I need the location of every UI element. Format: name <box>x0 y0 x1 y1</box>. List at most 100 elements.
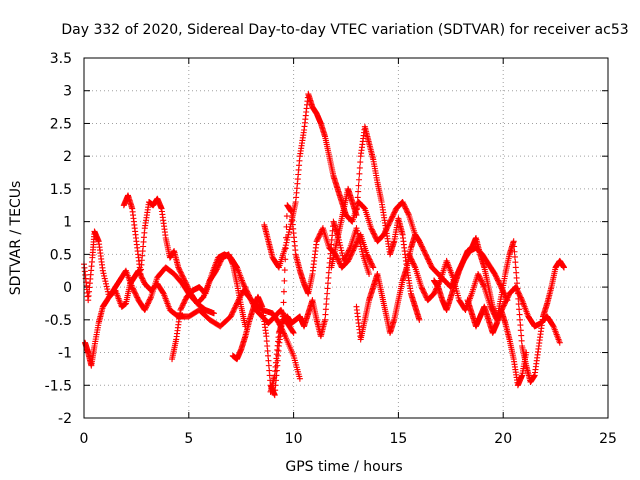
data-point-marker <box>182 280 189 287</box>
data-point-marker <box>179 273 186 280</box>
data-point-marker <box>342 253 349 260</box>
data-point-marker <box>247 296 254 303</box>
data-point-marker <box>246 293 253 300</box>
data-point-marker <box>138 274 145 281</box>
data-point-marker <box>425 257 432 264</box>
data-point-marker <box>243 287 250 294</box>
data-point-marker <box>104 286 111 293</box>
data-point-marker <box>371 231 378 238</box>
data-point-marker <box>184 284 191 291</box>
y-tick-label: 0 <box>63 280 72 296</box>
data-point-marker <box>494 276 501 283</box>
data-point-marker <box>340 257 347 264</box>
data-point-marker <box>420 246 427 253</box>
data-point-marker <box>494 277 501 284</box>
data-point-marker <box>228 310 235 317</box>
data-point-marker <box>370 230 377 237</box>
data-point-marker <box>511 248 518 255</box>
data-point-marker <box>354 227 361 234</box>
data-point-marker <box>132 291 139 298</box>
data-point-marker <box>502 298 509 305</box>
data-point-marker <box>476 273 483 280</box>
data-point-marker <box>283 239 290 246</box>
data-point-marker <box>367 259 374 266</box>
data-point-marker <box>232 304 239 311</box>
data-point-marker <box>348 217 355 224</box>
data-point-marker <box>516 306 523 313</box>
data-point-marker <box>358 246 365 253</box>
data-point-marker <box>517 322 524 329</box>
data-point-marker <box>281 267 288 274</box>
data-point-marker <box>493 274 500 281</box>
data-point-marker <box>406 252 413 259</box>
data-point-marker <box>242 286 249 293</box>
data-point-marker <box>281 331 288 338</box>
data-point-marker <box>477 276 484 283</box>
data-point-marker <box>400 201 407 208</box>
data-point-marker <box>232 303 239 310</box>
data-point-marker <box>322 306 329 313</box>
data-point-marker <box>103 283 110 290</box>
data-point-marker <box>280 330 287 337</box>
data-point-marker <box>175 265 182 272</box>
data-point-marker <box>234 300 241 307</box>
data-point-marker <box>336 259 343 266</box>
data-point-marker <box>290 329 297 336</box>
data-point-marker <box>361 204 368 211</box>
data-point-marker <box>516 316 523 323</box>
data-point-marker <box>143 303 150 310</box>
data-point-marker <box>285 229 292 236</box>
grid-lines <box>84 58 608 418</box>
data-point-marker <box>372 234 379 241</box>
data-point-marker <box>144 301 151 308</box>
data-point-marker <box>281 277 288 284</box>
data-point-marker <box>391 209 398 216</box>
data-point-marker <box>101 272 108 279</box>
data-point-marker <box>282 244 289 251</box>
data-point-marker <box>179 301 186 308</box>
data-point-marker <box>399 199 406 205</box>
x-axis-label: GPS time / hours <box>285 459 402 475</box>
x-tick-label: 10 <box>285 431 303 447</box>
data-point-marker <box>338 247 345 254</box>
data-point-marker <box>280 299 287 306</box>
y-axis-label: SDTVAR / TECUs <box>8 181 24 296</box>
chart-title: Day 332 of 2020, Sidereal Day-to-day VTE… <box>61 22 628 38</box>
y-tick-label: -2 <box>58 411 72 427</box>
data-point-marker <box>129 285 136 292</box>
data-point-marker <box>423 252 430 259</box>
data-point-marker <box>146 297 153 304</box>
data-point-marker <box>422 291 429 298</box>
data-point-marker <box>514 290 521 297</box>
data-point-marker <box>296 375 303 382</box>
data-point-marker <box>179 303 186 310</box>
data-point-marker <box>515 301 522 308</box>
data-point-marker <box>407 255 414 262</box>
data-point-marker <box>142 305 149 312</box>
x-tick-label: 20 <box>494 431 512 447</box>
data-point-marker <box>322 311 329 318</box>
data-point-marker <box>416 316 423 323</box>
data-point-marker <box>240 280 247 287</box>
data-point-marker <box>131 289 138 296</box>
data-point-marker <box>175 264 182 271</box>
data-point-marker <box>287 223 294 230</box>
data-point-marker <box>502 299 509 306</box>
data-point-marker <box>369 227 376 234</box>
data-point-marker <box>392 208 399 215</box>
data-point-marker <box>178 271 185 277</box>
data-point-marker <box>244 289 251 296</box>
data-point-marker <box>286 226 293 233</box>
data-point-marker <box>510 238 517 245</box>
data-point-marker <box>403 208 410 215</box>
data-point-marker <box>371 233 378 240</box>
data-point-marker <box>129 284 136 291</box>
data-point-marker <box>425 256 432 263</box>
data-point-marker <box>409 259 416 266</box>
data-point-marker <box>431 289 438 296</box>
data-point-marker <box>334 255 341 262</box>
data-point-marker <box>352 242 359 249</box>
data-point-marker <box>103 280 110 287</box>
data-point-marker <box>230 307 237 313</box>
y-tick-label: -1 <box>58 346 72 362</box>
